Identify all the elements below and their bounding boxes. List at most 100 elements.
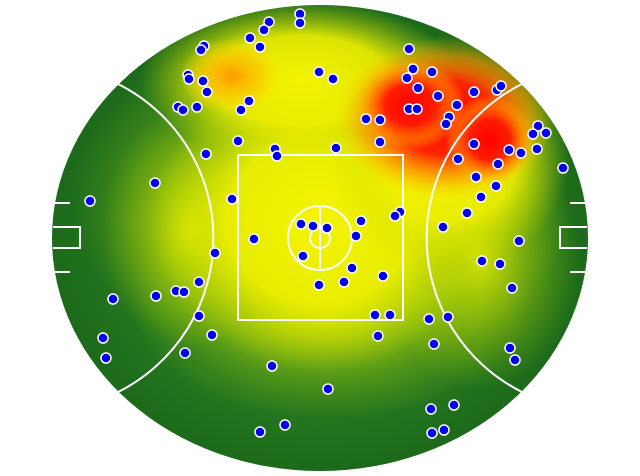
shot-dot — [509, 354, 521, 366]
shot-dot — [100, 352, 112, 364]
shot-dot — [384, 309, 396, 321]
shot-dot — [468, 86, 480, 98]
shot-dot — [442, 311, 454, 323]
shot-dot — [195, 44, 207, 56]
shot-dot — [209, 247, 221, 259]
shot-dot — [506, 282, 518, 294]
shot-dot — [107, 293, 119, 305]
shot-dot — [475, 191, 487, 203]
right-goal-square — [559, 226, 587, 249]
shot-dot — [557, 162, 569, 174]
shot-dot — [191, 101, 203, 113]
shot-dot — [369, 309, 381, 321]
shot-dot — [248, 233, 260, 245]
shot-dot — [412, 82, 424, 94]
shot-dot — [149, 177, 161, 189]
heat-zone-red-core-b — [445, 95, 535, 185]
shot-dot — [271, 150, 283, 162]
shot-dot — [411, 103, 423, 115]
shot-dot — [200, 148, 212, 160]
shot-dot — [178, 286, 190, 298]
shot-dot — [468, 138, 480, 150]
shot-dot — [150, 290, 162, 302]
shot-dot — [440, 118, 452, 130]
shot-dot — [294, 17, 306, 29]
shot-dot — [495, 80, 507, 92]
shot-dot — [346, 262, 358, 274]
shot-dot — [197, 75, 209, 87]
shot-dot — [193, 276, 205, 288]
shot-dot — [527, 128, 539, 140]
shot-dot — [360, 113, 372, 125]
shot-dot — [531, 143, 543, 155]
shot-dot — [448, 399, 460, 411]
shot-dot — [226, 193, 238, 205]
shot-dot — [321, 222, 333, 234]
shot-dot — [243, 95, 255, 107]
shot-dot — [232, 135, 244, 147]
shot-dot — [470, 171, 482, 183]
shot-dot — [451, 99, 463, 111]
shot-dot — [313, 66, 325, 78]
shot-dot — [322, 383, 334, 395]
shot-dot — [492, 158, 504, 170]
shot-dot — [266, 360, 278, 372]
shot-dot — [244, 32, 256, 44]
shot-dot — [425, 403, 437, 415]
shot-dot — [494, 258, 506, 270]
shot-dot — [258, 24, 270, 36]
shot-dot — [438, 424, 450, 436]
shot-dot — [183, 73, 195, 85]
shot-dot — [263, 16, 275, 28]
shot-dot — [513, 235, 525, 247]
shot-dot — [254, 426, 266, 438]
shot-dot — [97, 332, 109, 344]
shot-dot — [504, 342, 516, 354]
shot-dot — [179, 347, 191, 359]
shot-dot — [432, 90, 444, 102]
shot-dot — [279, 419, 291, 431]
shot-dot — [426, 66, 438, 78]
shot-dot — [461, 207, 473, 219]
shot-dot — [201, 86, 213, 98]
shot-dot — [297, 250, 309, 262]
left-fifty-arc — [117, 83, 215, 393]
shot-dot — [355, 215, 367, 227]
shot-dot — [428, 338, 440, 350]
shot-dot — [327, 73, 339, 85]
shot-dot — [295, 218, 307, 230]
shot-dot — [426, 427, 438, 439]
shot-dot — [338, 276, 350, 288]
shot-dot — [254, 41, 266, 53]
shot-dot — [374, 114, 386, 126]
shot-dot — [476, 255, 488, 267]
shot-dots — [84, 8, 569, 439]
shot-dot — [177, 104, 189, 116]
right-fifty-arc — [425, 83, 523, 393]
centre-square — [237, 154, 404, 321]
shot-dot — [372, 330, 384, 342]
shot-dot — [330, 142, 342, 154]
shot-dot — [532, 120, 544, 132]
shot-dot — [193, 310, 205, 322]
shot-dot — [452, 153, 464, 165]
shot-dot — [407, 63, 419, 75]
shot-dot — [374, 136, 386, 148]
shot-dot — [437, 221, 449, 233]
shot-dot — [423, 313, 435, 325]
shot-dot — [84, 195, 96, 207]
shot-dot — [401, 72, 413, 84]
shot-dot — [206, 329, 218, 341]
shot-dot — [503, 144, 515, 156]
shot-dot — [350, 230, 362, 242]
shot-dot — [307, 220, 319, 232]
shot-dot — [515, 147, 527, 159]
shot-dot — [313, 279, 325, 291]
left-goal-square — [53, 226, 81, 249]
shot-dot — [377, 270, 389, 282]
shot-dot — [403, 43, 415, 55]
shot-dot — [235, 104, 247, 116]
shot-dot — [389, 210, 401, 222]
